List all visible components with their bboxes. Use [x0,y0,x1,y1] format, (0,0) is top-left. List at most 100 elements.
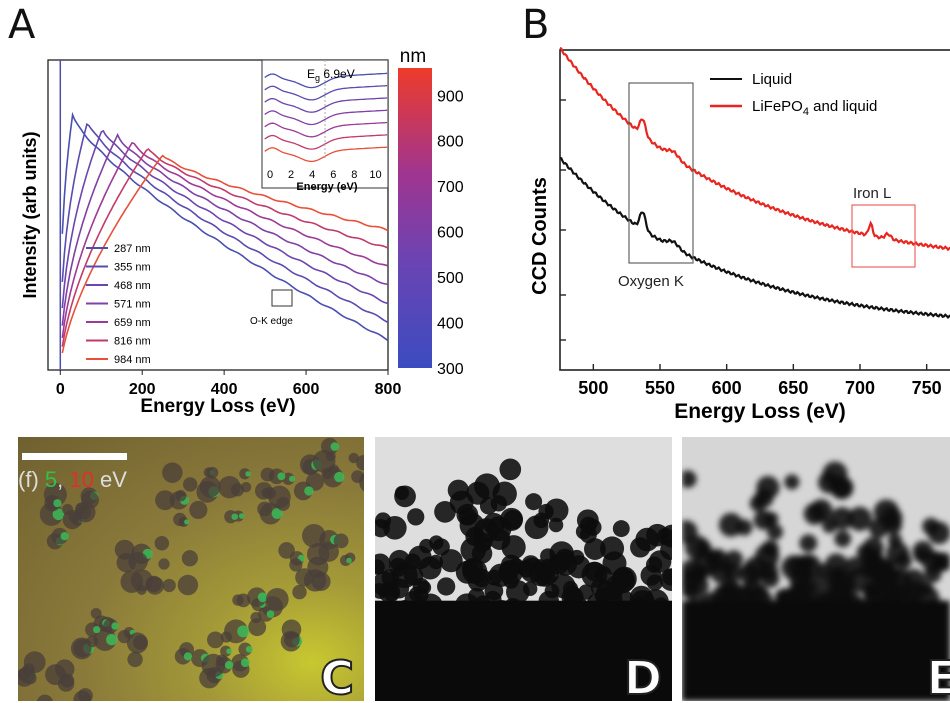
c-particle [306,543,330,566]
tem-particle [439,549,463,573]
c-particle [319,529,339,550]
c-particle [155,490,175,511]
c-green-spot [288,475,296,482]
a-series-line [61,129,389,309]
tem-particle [809,499,833,522]
tem-particle [862,581,880,600]
c-particle [339,554,352,567]
c-particle [359,472,364,492]
c-particle [268,468,285,485]
c-particle [93,628,117,651]
b-xtick-label: 750 [912,378,942,398]
a-legend-label: 355 nm [114,262,151,274]
panel-d-image: D [375,437,672,701]
iron-l-box [851,204,916,268]
tem-particle [489,563,513,588]
c-particle [181,550,198,567]
c-green-spot [93,626,101,634]
tem-particle [918,581,934,596]
a-xtick-label: 400 [211,381,238,398]
a-xtick-label: 200 [129,381,156,398]
tem-particle [883,515,903,535]
c-green-spot [245,471,251,477]
c-particle [86,635,99,648]
legend-liquid-label: Liquid [752,71,792,88]
tem-particle [659,568,672,592]
inset-xtick-label: 0 [267,169,273,181]
plot-frame-a [47,59,389,371]
tem-particle [544,498,569,523]
a-legend-label: 468 nm [114,280,151,292]
c-green-spot [271,508,283,519]
tem-particle [749,495,767,512]
tem-particle [419,538,434,554]
c-particle [154,535,170,551]
colorbar-tick-label: 900 [437,88,464,105]
c-particle [74,501,96,523]
tem-particle [922,517,940,536]
tem-particle [522,581,538,597]
panel-c-image: (f) 5, 10 eV C [18,437,364,701]
b-ylabel: CCD Counts [529,177,551,295]
c-green-spot [111,622,119,630]
tem-particle [540,558,556,574]
tem-particle [499,458,522,481]
plot-frame-b [559,49,950,371]
tem-particle [468,587,485,605]
c-green-spot [266,610,275,618]
c-particle [278,542,295,559]
tem-particle [914,548,930,564]
tem-particle [847,506,872,532]
tem-particle [407,508,425,526]
c-particle [246,587,267,608]
tem-dense-region [682,600,950,701]
b-series-liquid [559,156,950,320]
panel-a-chart: 0 200 400 600 800 Energy Loss (eV) Intensity… [20,46,464,417]
c-particle [283,631,300,648]
tem-particle [756,475,780,500]
c-particle [174,648,192,665]
panel-e-image: E [682,437,950,701]
inset-eg-label: Eg 6.9eV [307,67,355,83]
iron-l-label: Iron L [853,185,891,202]
a-xtick-label: 0 [56,381,65,398]
panel-b-chart: 500 550 600 650 700 750 Energy Loss (eV) CCD … [529,46,950,423]
a-legend-label: 659 nm [114,317,151,329]
o-k-edge-label: O-K edge [250,316,293,327]
tem-particle [692,577,710,595]
a-legend-label: 984 nm [114,354,151,366]
c-particle [44,495,61,512]
c-particle [312,449,336,473]
c-particle [178,516,189,528]
a-series-line [61,141,389,339]
tem-particle [834,530,852,548]
c-particle [189,500,208,520]
inset-xtick-label: 6 [330,169,336,181]
c-particle [177,574,199,596]
c-green-spot [240,658,250,668]
e-particles [682,461,950,701]
oxygen-k-box [628,82,694,264]
scale-bar [22,453,127,460]
colorbar-tick-label: 800 [437,134,464,151]
c-particle [175,490,187,502]
panel-b-letter: B [522,2,550,48]
colorbar-tick-label: 600 [437,225,464,242]
c-particle [132,635,148,650]
c-green-spot [52,508,65,521]
b-xtick-label: 500 [578,378,608,398]
tem-particle [525,493,543,511]
c-particle [282,472,295,485]
a-legend-label: 571 nm [114,299,151,311]
c-particle [333,533,349,549]
overlay-energy-label: (f) 5, 10 eV [18,467,127,492]
tem-particle [437,577,456,596]
c-particle [240,481,252,493]
tem-particle [709,559,735,584]
colorbar-tick-label: 400 [437,316,464,333]
inset-series-line [264,97,388,113]
inset-series-line [264,121,388,138]
tem-particle [761,539,779,558]
tem-particle [725,580,743,599]
a-xtick-label: 600 [293,381,320,398]
